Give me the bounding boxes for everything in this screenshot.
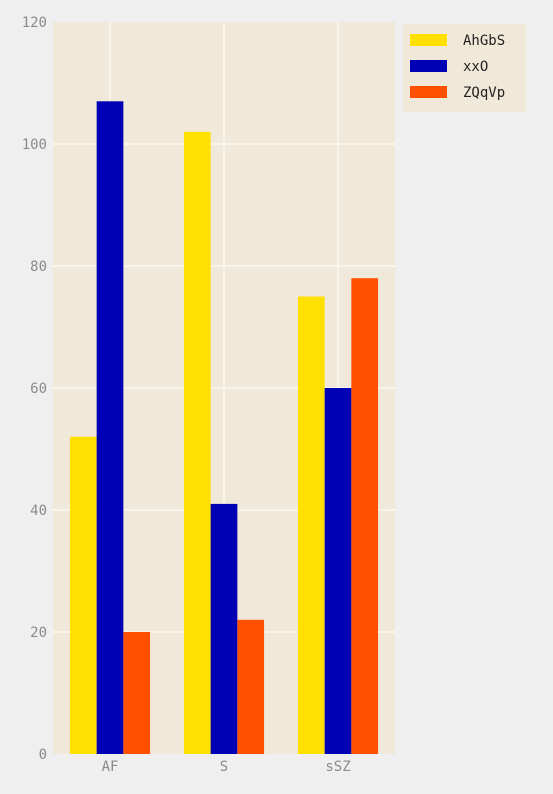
legend: AhGbS xxO ZQqVp <box>403 24 526 112</box>
legend-label: AhGbS <box>463 33 505 49</box>
legend-swatch <box>410 86 447 98</box>
bar-ZQqVp-AF <box>123 632 151 754</box>
y-tick-label: 60 <box>30 381 47 397</box>
x-tick-label: AF <box>102 759 119 775</box>
legend-label: ZQqVp <box>463 85 505 101</box>
y-tick-label: 0 <box>39 747 47 763</box>
x-tick-label: sSZ <box>325 759 350 775</box>
legend-label: xxO <box>463 59 488 75</box>
bar-AhGbS-AF <box>69 436 97 754</box>
bar-ZQqVp-S <box>237 619 265 754</box>
y-tick-label: 20 <box>30 625 47 641</box>
y-axis-ticks: 0 20 40 60 80 100 120 <box>22 15 47 763</box>
bars <box>69 101 379 755</box>
bar-xxO-sSZ <box>324 388 352 754</box>
legend-swatch <box>410 60 447 72</box>
x-tick-label: S <box>220 759 228 775</box>
legend-swatch <box>410 34 447 46</box>
y-tick-label: 80 <box>30 259 47 275</box>
bar-xxO-S <box>210 503 238 754</box>
bar-ZQqVp-sSZ <box>351 278 379 754</box>
y-tick-label: 120 <box>22 15 47 31</box>
bar-AhGbS-sSZ <box>297 296 325 754</box>
bar-xxO-AF <box>96 101 124 755</box>
bar-AhGbS-S <box>183 131 211 755</box>
y-tick-label: 40 <box>30 503 47 519</box>
y-tick-label: 100 <box>22 137 47 153</box>
